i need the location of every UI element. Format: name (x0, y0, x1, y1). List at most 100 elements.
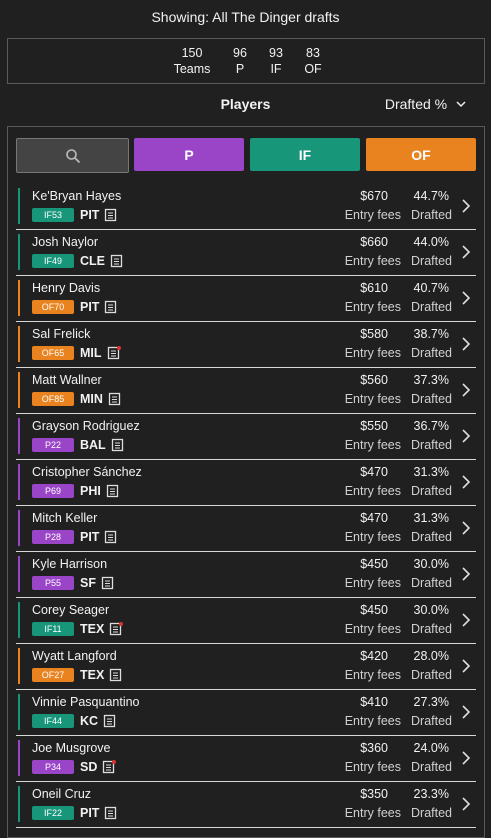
notes-icon[interactable] (111, 438, 125, 452)
notes-icon[interactable] (110, 254, 124, 268)
stat-label: OF (304, 62, 322, 76)
drafted-pct: 30.0% (413, 603, 449, 617)
drafted-pct: 36.7% (413, 419, 449, 433)
stat-label: IF (270, 62, 282, 76)
notes-icon[interactable] (104, 806, 118, 820)
position-bar (18, 188, 20, 224)
notes-icon[interactable] (107, 346, 121, 360)
chevron-right (462, 337, 471, 351)
stat-label: Teams (173, 62, 211, 76)
player-row[interactable]: Josh Naylor IF49 CLE $660 Entry fees 44.0% Dra… (16, 229, 476, 276)
position-bar (18, 648, 20, 684)
notes-icon[interactable] (103, 714, 117, 728)
sort-select[interactable]: Drafted % (385, 96, 467, 112)
chevron-right (462, 797, 471, 811)
entry-fee: $670 (360, 189, 388, 203)
team: PIT (80, 806, 100, 820)
notes-icon[interactable] (101, 576, 115, 590)
notes-icon[interactable] (104, 300, 118, 314)
section-title: Players (220, 96, 271, 112)
player-row[interactable]: Grayson Rodriguez P22 BAL $550 Entry fees 36.… (16, 413, 476, 460)
position-bar (18, 418, 20, 454)
team: PIT (80, 208, 100, 222)
entry-fee: $450 (360, 603, 388, 617)
player-name: Grayson Rodriguez (32, 419, 140, 433)
filter-button[interactable]: P (134, 138, 244, 171)
position-tag: OF85 (32, 392, 74, 406)
drafted-pct: 23.3% (413, 787, 449, 801)
sort-label: Drafted % (384, 96, 448, 112)
position-tag: P22 (32, 438, 74, 452)
drafted-label: Drafted (411, 714, 452, 728)
position-bar (18, 326, 20, 362)
team: SD (80, 760, 98, 774)
drafted-pct: 40.7% (413, 281, 449, 295)
entry-fee-label: Entry fees (344, 668, 401, 682)
filter-button[interactable]: OF (366, 138, 476, 171)
player-row[interactable]: Cristopher Sánchez P69 PHI $470 Entry fees 31… (16, 459, 476, 506)
player-row[interactable]: Sal Frelick OF65 MIL $580 Entry fees 38.7% Dra… (16, 321, 476, 368)
chevron-right (462, 291, 471, 305)
drafted-label: Drafted (411, 530, 452, 544)
stat-value: 96 (233, 46, 247, 60)
player-row[interactable]: Henry Davis OF70 PIT $610 Entry fees 40.7% Dra… (16, 275, 476, 322)
position-bar (18, 510, 20, 546)
entry-fee: $420 (360, 649, 388, 663)
drafted-pct: 27.3% (413, 695, 449, 709)
drafted-label: Drafted (411, 622, 452, 636)
notes-icon[interactable] (104, 530, 118, 544)
player-row[interactable]: Kyle Harrison P55 SF $450 Entry fees 30.0% Dra… (16, 551, 476, 598)
player-row[interactable]: Corey Seager IF11 TEX $450 Entry fees 30.0% Dr… (16, 597, 476, 644)
position-tag: IF11 (32, 622, 74, 636)
notes-icon[interactable] (109, 622, 123, 636)
notes-icon[interactable] (102, 760, 116, 774)
search-button[interactable] (16, 138, 129, 173)
player-row[interactable]: Ke'Bryan Hayes IF53 PIT $670 Entry fees 44.7%… (16, 183, 476, 230)
filter-button[interactable]: IF (250, 138, 360, 171)
player-row[interactable]: Wyatt Langford OF27 TEX $420 Entry fees 28.0%… (16, 643, 476, 690)
drafted-pct: 31.3% (413, 465, 449, 479)
entry-fee-label: Entry fees (344, 760, 401, 774)
notes-icon[interactable] (104, 208, 118, 222)
team: PIT (80, 530, 100, 544)
team: PHI (80, 484, 101, 498)
chevron-right (462, 659, 471, 673)
notes-icon[interactable] (109, 668, 123, 682)
drafted-label: Drafted (411, 438, 452, 452)
team: TEX (80, 622, 105, 636)
player-row[interactable]: Joe Musgrove P34 SD $360 Entry fees 24.0% Draf… (16, 735, 476, 782)
player-row[interactable]: Oneil Cruz IF22 PIT $350 Entry fees 23.3% Draf… (16, 781, 476, 828)
player-name: Corey Seager (32, 603, 110, 617)
position-tag: IF44 (32, 714, 74, 728)
drafted-pct: 44.0% (413, 235, 449, 249)
chevron-right (462, 751, 471, 765)
entry-fee: $580 (360, 327, 388, 341)
drafted-label: Drafted (411, 760, 452, 774)
team: TEX (80, 668, 105, 682)
entry-fee-label: Entry fees (344, 254, 401, 268)
notes-icon[interactable] (106, 484, 120, 498)
position-tag: P69 (32, 484, 74, 498)
player-name: Sal Frelick (32, 327, 91, 341)
entry-fee-label: Entry fees (344, 392, 401, 406)
entry-fee: $410 (360, 695, 388, 709)
player-name: Josh Naylor (32, 235, 98, 249)
player-row[interactable]: Vinnie Pasquantino IF44 KC $410 Entry fees 27… (16, 689, 476, 736)
notes-icon[interactable] (108, 392, 122, 406)
chevron-right (462, 521, 471, 535)
position-bar (18, 786, 20, 822)
entry-fee-label: Entry fees (344, 622, 401, 636)
team: KC (80, 714, 99, 728)
entry-fee: $610 (360, 281, 388, 295)
position-tag: IF53 (32, 208, 74, 222)
player-name: Vinnie Pasquantino (32, 695, 140, 709)
search-icon (65, 148, 80, 163)
entry-fee-label: Entry fees (344, 806, 401, 820)
team: BAL (80, 438, 106, 452)
chevron-right (462, 429, 471, 443)
chevron-down (456, 101, 466, 108)
chevron-right (462, 567, 471, 581)
player-row[interactable]: Matt Wallner OF85 MIN $560 Entry fees 37.3% Dr… (16, 367, 476, 414)
player-row[interactable]: Mitch Keller P28 PIT $470 Entry fees 31.3% Dra… (16, 505, 476, 552)
